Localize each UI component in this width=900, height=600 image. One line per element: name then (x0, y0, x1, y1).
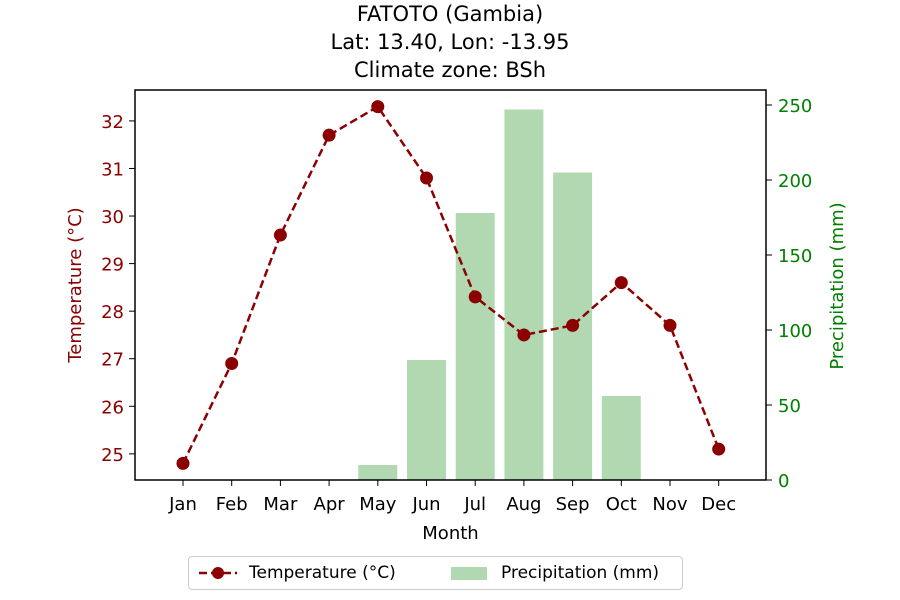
temperature-point-sep (566, 318, 580, 332)
temperature-point-jul (468, 290, 482, 304)
chart-title-line-3: Climate zone: BSh (353, 58, 546, 82)
temperature-point-may (371, 100, 385, 114)
legend-precipitation-swatch (451, 567, 487, 580)
y-left-tick-label: 29 (101, 255, 124, 276)
temperature-point-jan (176, 456, 190, 470)
x-tick-label: Jun (411, 494, 440, 515)
x-tick-label: Dec (701, 494, 736, 515)
temperature-point-oct (614, 276, 628, 290)
y-left-tick-label: 28 (101, 302, 124, 323)
x-axis-label: Month (422, 523, 478, 544)
x-tick-label: Mar (263, 494, 298, 515)
y-right-tick-label: 100 (778, 321, 812, 342)
x-tick-label: Apr (314, 494, 346, 515)
x-tick-label: Nov (652, 494, 687, 515)
legend-temperature-label: Temperature (°C) (249, 563, 396, 583)
temperature-point-feb (225, 356, 239, 370)
y-right-tick-label: 50 (778, 396, 801, 417)
y-left-tick-label: 26 (101, 397, 124, 418)
y-right-tick-label: 250 (778, 96, 812, 117)
legend-item-precipitation: Precipitation (mm) (449, 557, 659, 589)
legend: Temperature (°C) Precipitation (mm) (188, 556, 683, 590)
y-left-axis-label: Temperature (°C) (65, 207, 86, 363)
x-tick-label: Jul (463, 494, 486, 515)
x-tick-label: Oct (606, 494, 637, 515)
temperature-point-aug (517, 328, 531, 342)
y-left-tick-label: 25 (101, 445, 124, 466)
chart-title-line-1: FATOTO (Gambia) (356, 2, 544, 26)
x-tick-label: Sep (556, 494, 590, 515)
temperature-point-mar (273, 228, 287, 242)
y-left-tick-label: 30 (101, 207, 124, 228)
x-tick-label: Aug (506, 494, 541, 515)
precip-bar-jul (455, 213, 495, 480)
temperature-point-jun (420, 171, 433, 185)
precip-bar-oct (601, 396, 641, 480)
precip-bar-aug (504, 109, 544, 480)
y-right-tick-label: 200 (778, 171, 812, 192)
y-right-tick-label: 0 (778, 471, 789, 492)
y-left-tick-label: 27 (101, 350, 124, 371)
x-tick-label: Jan (168, 494, 197, 515)
x-tick-label: May (359, 494, 397, 515)
legend-precipitation-label: Precipitation (mm) (501, 563, 660, 583)
temperature-point-dec (712, 442, 726, 456)
precip-bar-may (358, 465, 398, 480)
x-tick-label: Feb (216, 494, 248, 515)
plot-frame (134, 89, 767, 481)
y-left-tick-label: 32 (101, 112, 124, 133)
chart-title-line-2: Lat: 13.40, Lon: -13.95 (330, 30, 570, 54)
temperature-point-apr (322, 128, 336, 142)
precip-bar-jun (407, 360, 446, 480)
legend-item-temperature: Temperature (°C) (197, 557, 396, 589)
legend-temperature-swatch (199, 567, 237, 579)
temperature-point-nov (663, 318, 677, 332)
y-right-axis-label: Precipitation (mm) (827, 202, 848, 369)
temperature-line (181, 104, 720, 464)
y-left-tick-label: 31 (101, 159, 124, 180)
y-right-tick-label: 150 (778, 246, 812, 267)
